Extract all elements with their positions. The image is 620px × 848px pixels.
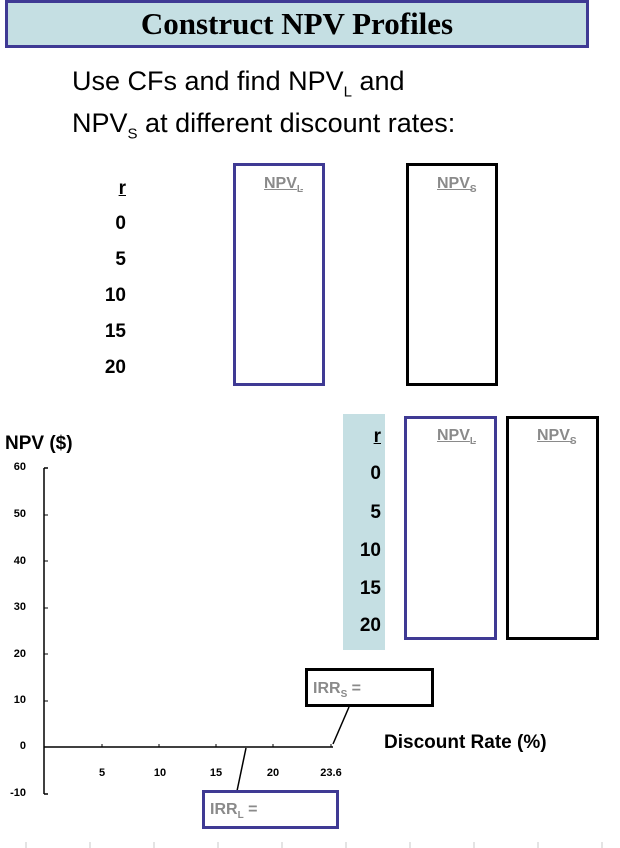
top-rate-2: 10 xyxy=(104,285,126,306)
side-rate-4: 20 xyxy=(359,615,381,636)
x-axis-label: Discount Rate (%) xyxy=(384,732,547,753)
side-r-header: r xyxy=(373,426,381,447)
intro-line-1-tail: and xyxy=(351,66,405,96)
side-rate-1: 5 xyxy=(370,502,381,523)
intro-line-2-tail: at different discount rates: xyxy=(137,108,456,138)
side-rate-2: 10 xyxy=(359,540,381,561)
irr-s-box xyxy=(305,668,434,707)
y-tick-label: 10 xyxy=(13,694,26,706)
page-title: Construct NPV Profiles xyxy=(140,6,454,41)
side-rate-3: 15 xyxy=(359,578,381,599)
side-npv-l-box xyxy=(404,416,497,640)
x-tick-label: 15 xyxy=(209,767,223,779)
side-rate-column: r 0 5 10 15 20 xyxy=(343,414,385,650)
side-npv-s-box xyxy=(506,416,599,640)
intro-line-2-text: NPV xyxy=(72,108,128,138)
side-npv-l-header: NPVL xyxy=(437,427,477,448)
title-banner: Construct NPV Profiles xyxy=(5,0,589,48)
intro-line-1-text: Use CFs and find NPV xyxy=(72,66,344,96)
top-rate-0: 0 xyxy=(115,213,126,234)
y-axis xyxy=(43,467,48,795)
y-tick-label: 30 xyxy=(13,601,26,613)
top-npv-s-header: NPVS xyxy=(437,175,477,196)
y-tick-label: 20 xyxy=(13,648,26,660)
irr-l-box xyxy=(202,790,339,829)
top-npv-s-box xyxy=(406,163,498,386)
page-edge-ticks xyxy=(25,842,603,848)
intro-line-2-sub: S xyxy=(127,125,138,143)
side-npv-s-header: NPVS xyxy=(537,427,577,448)
y-tick-label: 60 xyxy=(13,461,26,473)
irr-s-label: IRRS = xyxy=(313,680,362,701)
irr-l-label: IRRL = xyxy=(210,801,258,822)
top-rate-3: 15 xyxy=(104,321,126,342)
x-tick-label: 5 xyxy=(98,767,106,779)
x-axis xyxy=(44,744,333,748)
intro-line-2: NPVS at different discount rates: xyxy=(72,108,455,142)
intro-line-1: Use CFs and find NPVL and xyxy=(72,66,405,100)
top-rate-4: 20 xyxy=(104,357,126,378)
y-tick-label: 40 xyxy=(13,555,26,567)
y-tick-label: -10 xyxy=(10,787,26,799)
top-rate-1: 5 xyxy=(115,249,126,270)
intro-line-1-sub: L xyxy=(343,83,352,101)
x-tick-label: 23.6 xyxy=(320,767,342,779)
top-npv-l-box xyxy=(233,163,325,386)
y-tick-label: 50 xyxy=(13,508,26,520)
x-tick-label: 10 xyxy=(153,767,167,779)
side-rate-0: 0 xyxy=(370,463,381,484)
irr-s-pointer xyxy=(332,706,350,745)
y-tick-label: 0 xyxy=(19,740,26,752)
x-tick-label: 20 xyxy=(266,767,280,779)
top-npv-l-header: NPVL xyxy=(264,175,304,196)
irr-l-pointer xyxy=(236,747,247,792)
top-r-header: r xyxy=(118,178,126,199)
y-axis-label: NPV ($) xyxy=(5,433,73,454)
